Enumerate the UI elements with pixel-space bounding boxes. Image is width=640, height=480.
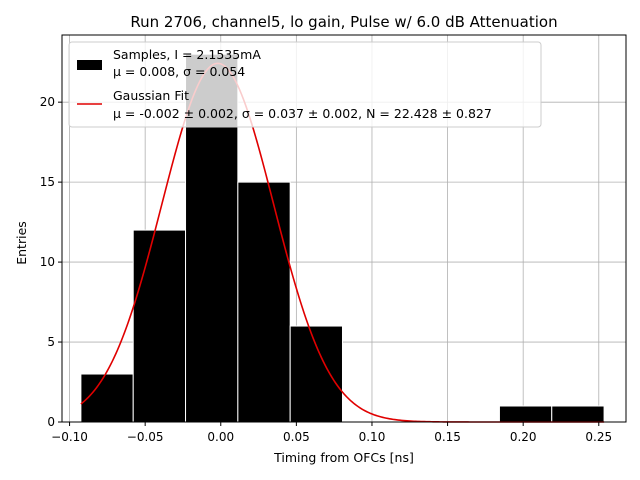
x-tick-label: 0.00 [207,430,234,444]
chart-title: Run 2706, channel5, lo gain, Pulse w/ 6.… [130,13,557,31]
x-tick-label: 0.10 [359,430,386,444]
histogram-bar [237,181,291,423]
y-tick-label: 5 [47,335,55,349]
x-tick-label: 0.25 [585,430,612,444]
histogram-bar [289,325,343,423]
x-axis-label: Timing from OFCs [ns] [273,450,414,465]
y-axis-ticks: 0 5 10 15 20 [40,95,62,429]
y-tick-label: 10 [40,255,55,269]
x-tick-label: 0.15 [434,430,461,444]
legend: Samples, I = 2.1535mA μ = 0.008, σ = 0.0… [68,41,542,128]
x-tick-label: 0.20 [510,430,537,444]
y-axis-label: Entries [14,221,29,265]
legend-samples-line2: μ = 0.008, σ = 0.054 [113,64,245,79]
legend-samples-swatch [77,60,102,70]
y-tick-label: 0 [47,415,55,429]
histogram-bar [132,229,187,423]
x-tick-label: −0.05 [127,430,164,444]
legend-box [68,41,542,128]
histogram-bar [498,405,553,423]
axes-frame [61,34,627,423]
y-tick-label: 20 [40,95,55,109]
x-axis-ticks: −0.10 −0.05 0.00 0.05 0.10 0.15 0.20 0.25 [51,422,612,444]
legend-fit-line1: Gaussian Fit [113,88,189,103]
y-tick-label: 15 [40,175,55,189]
histogram-bar [80,373,134,423]
legend-samples-line1: Samples, I = 2.1535mA [113,47,261,62]
x-tick-label: 0.05 [283,430,310,444]
legend-fit-line2: μ = -0.002 ± 0.002, σ = 0.037 ± 0.002, N… [113,106,492,121]
x-tick-label: −0.10 [51,430,88,444]
histogram-bar [551,405,605,423]
